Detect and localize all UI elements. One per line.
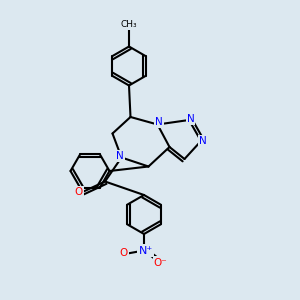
Text: N: N — [187, 113, 194, 124]
Text: CH₃: CH₃ — [121, 20, 137, 29]
Text: N: N — [199, 136, 206, 146]
Text: N⁺: N⁺ — [138, 245, 153, 256]
Text: O: O — [120, 248, 128, 259]
Text: N: N — [155, 117, 163, 127]
Text: N: N — [116, 151, 124, 161]
Text: O⁻: O⁻ — [154, 257, 167, 268]
Text: O: O — [75, 187, 83, 197]
